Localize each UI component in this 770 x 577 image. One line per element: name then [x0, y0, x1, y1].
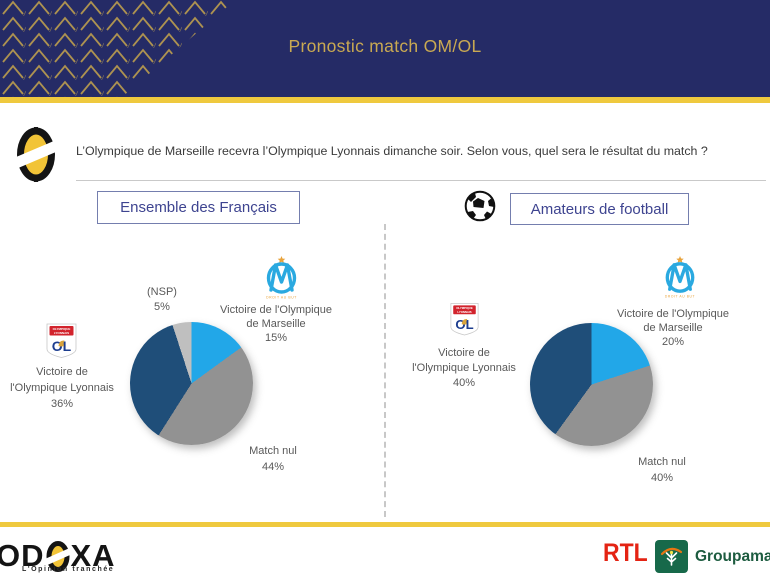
om-crest-icon: DROIT AU BUT: [266, 256, 297, 300]
groupama-wordmark: Groupama: [695, 547, 770, 565]
odoxa-tagline: L'Opinion tranchée: [22, 566, 115, 573]
pie-chart-ensemble: [130, 322, 253, 445]
svg-text:LYONNAIS: LYONNAIS: [54, 331, 69, 335]
question-text: L’Olympique de Marseille recevra l’Olymp…: [76, 144, 708, 158]
svg-text:LYONNAIS: LYONNAIS: [457, 310, 471, 314]
slice-label-ol-victory: Victoire de l'Olympique Lyonnais 40%: [412, 347, 516, 389]
slice-label-nsp: (NSP) 5%: [147, 286, 177, 313]
question-underline: [76, 180, 766, 181]
odoxa-logo: OD XA: [0, 538, 116, 574]
groupama-emblem-icon: [655, 540, 688, 573]
slice-label-om-victory: Victoire de l'Olympique de Marseille 15%: [220, 304, 332, 344]
group-title-amateurs: Amateurs de football: [510, 193, 689, 225]
odoxa-o-glyph-icon: [45, 540, 70, 572]
group-title-ensemble: Ensemble des Français: [97, 191, 300, 224]
header-banner: Pronostic match OM/OL: [0, 0, 770, 97]
om-crest-icon: DROIT AU BUT: [665, 256, 695, 299]
slice-label-match-nul: Match nul 40%: [638, 456, 686, 484]
odoxa-o-icon: [17, 127, 55, 182]
ol-badge-icon: OLYMPIQUE LYONNAIS OL: [46, 323, 77, 358]
page-title: Pronostic match OM/OL: [288, 36, 482, 56]
svg-text:DROIT AU BUT: DROIT AU BUT: [665, 295, 695, 299]
slice-label-ol-victory: Victoire de l'Olympique Lyonnais 36%: [10, 366, 114, 410]
svg-text:OLYMPIQUE: OLYMPIQUE: [456, 306, 473, 310]
panel-divider: [384, 224, 386, 517]
pie-chart-amateurs: [530, 323, 653, 446]
groupama-logo: Groupama: [655, 540, 770, 573]
svg-text:OLYMPIQUE: OLYMPIQUE: [53, 327, 71, 331]
slice-label-match-nul: Match nul 44%: [249, 445, 297, 473]
rtl-logo: RTL: [603, 539, 648, 567]
ol-badge-icon: OLYMPIQUE LYONNAIS OL: [450, 303, 479, 336]
odoxa-word-start: OD: [0, 538, 45, 573]
panel-amateurs-de-football: Amateurs de football Victoire de l'Olymp…: [385, 0, 770, 577]
header-accent-bar: [0, 97, 770, 103]
svg-text:DROIT AU BUT: DROIT AU BUT: [266, 296, 297, 300]
odoxa-word-end: XA: [70, 538, 116, 573]
group-title-label: Amateurs de football: [530, 200, 669, 218]
chevron-pattern-decoration: [0, 0, 235, 97]
footer-accent-bar: [0, 522, 770, 527]
group-title-label: Ensemble des Français: [120, 199, 277, 216]
slice-label-om-victory: Victoire de l'Olympique de Marseille 20%: [617, 308, 729, 348]
soccer-ball-icon: [464, 190, 496, 222]
panel-ensemble-des-francais: Ensemble des Français (NSP) 5% Victoire …: [10, 191, 332, 473]
